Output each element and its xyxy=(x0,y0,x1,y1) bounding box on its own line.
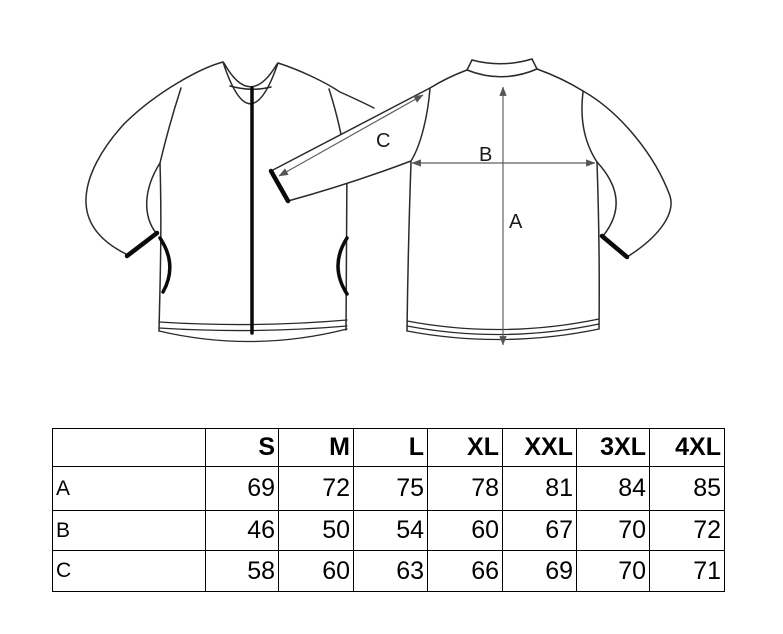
size-value: 81 xyxy=(502,466,577,511)
size-value: 70 xyxy=(576,510,650,551)
size-value: 72 xyxy=(649,510,725,551)
front-sleeve-left-inner xyxy=(145,162,161,234)
measurement-arrows xyxy=(278,86,596,346)
back-collar-bottom xyxy=(466,68,538,78)
size-value: 58 xyxy=(205,550,279,592)
front-hem-bottom xyxy=(158,328,348,343)
size-value: 60 xyxy=(278,550,354,592)
column-header-4xl: 4XL xyxy=(649,428,725,467)
size-value: 70 xyxy=(576,550,650,592)
front-armhole-left xyxy=(159,87,182,164)
size-value: 66 xyxy=(427,550,503,592)
back-sleeve-right-inner xyxy=(596,161,617,237)
size-value: 67 xyxy=(502,510,577,551)
row-label: C xyxy=(52,550,206,592)
row-label: B xyxy=(52,510,206,551)
back-body-left-edge xyxy=(406,161,412,332)
column-header-m: M xyxy=(278,428,354,467)
back-cuff-right xyxy=(599,233,630,260)
column-header-3xl: 3XL xyxy=(576,428,650,467)
front-pocket-right xyxy=(336,236,349,296)
front-body-left-edge xyxy=(158,162,162,332)
size-table: S M L XL XXL 3XL 4XL A 69 72 75 78 81 84… xyxy=(52,428,725,592)
size-table-header-row: S M L XL XXL 3XL 4XL xyxy=(52,428,725,467)
back-collar-top xyxy=(471,58,533,65)
size-value: 60 xyxy=(427,510,503,551)
front-sleeve-left-outer xyxy=(85,123,129,256)
front-collar-inner xyxy=(223,62,278,88)
measurement-label-c: C xyxy=(376,130,390,152)
size-value: 63 xyxy=(353,550,428,592)
size-value: 72 xyxy=(278,466,354,511)
measurement-label-b: B xyxy=(479,144,492,166)
front-body-right-edge xyxy=(345,162,348,331)
back-collar-side-left xyxy=(466,59,473,71)
size-table-row-c: C 58 60 63 66 69 70 71 xyxy=(52,550,725,592)
size-value: 85 xyxy=(649,466,725,511)
size-value: 46 xyxy=(205,510,279,551)
row-label: A xyxy=(52,466,206,511)
back-body-right-edge xyxy=(596,161,600,330)
back-shoulder-left xyxy=(429,69,468,89)
front-shoulder-left xyxy=(123,61,224,125)
size-value: 69 xyxy=(205,466,279,511)
column-header-xl: XL xyxy=(427,428,503,467)
garment-measurement-diagram: A B C xyxy=(85,58,672,346)
corner-cell xyxy=(52,428,206,467)
column-header-xxl: XXL xyxy=(502,428,577,467)
size-value: 84 xyxy=(576,466,650,511)
jacket-front-view xyxy=(85,61,375,343)
measurement-arrow-c xyxy=(278,94,424,177)
size-value: 75 xyxy=(353,466,428,511)
size-value: 78 xyxy=(427,466,503,511)
size-value: 54 xyxy=(353,510,428,551)
size-table-row-a: A 69 72 75 78 81 84 85 xyxy=(52,466,725,511)
size-value: 50 xyxy=(278,510,354,551)
size-value: 69 xyxy=(502,550,577,592)
column-header-s: S xyxy=(205,428,279,467)
measurement-label-a: A xyxy=(509,211,523,233)
jacket-back-view xyxy=(406,58,672,341)
detached-sleeve-cuff xyxy=(268,168,291,204)
back-sleeve-right-outer xyxy=(582,90,672,258)
front-shoulder-right xyxy=(277,62,375,109)
front-cuff-left xyxy=(124,230,160,259)
front-pocket-left xyxy=(158,236,172,294)
size-table-row-b: B 46 50 54 60 67 70 72 xyxy=(52,510,725,551)
back-shoulder-right xyxy=(536,68,584,92)
size-value: 71 xyxy=(649,550,725,592)
back-armhole-right xyxy=(581,91,598,163)
back-collar-side-right xyxy=(531,58,538,70)
column-header-l: L xyxy=(353,428,428,467)
